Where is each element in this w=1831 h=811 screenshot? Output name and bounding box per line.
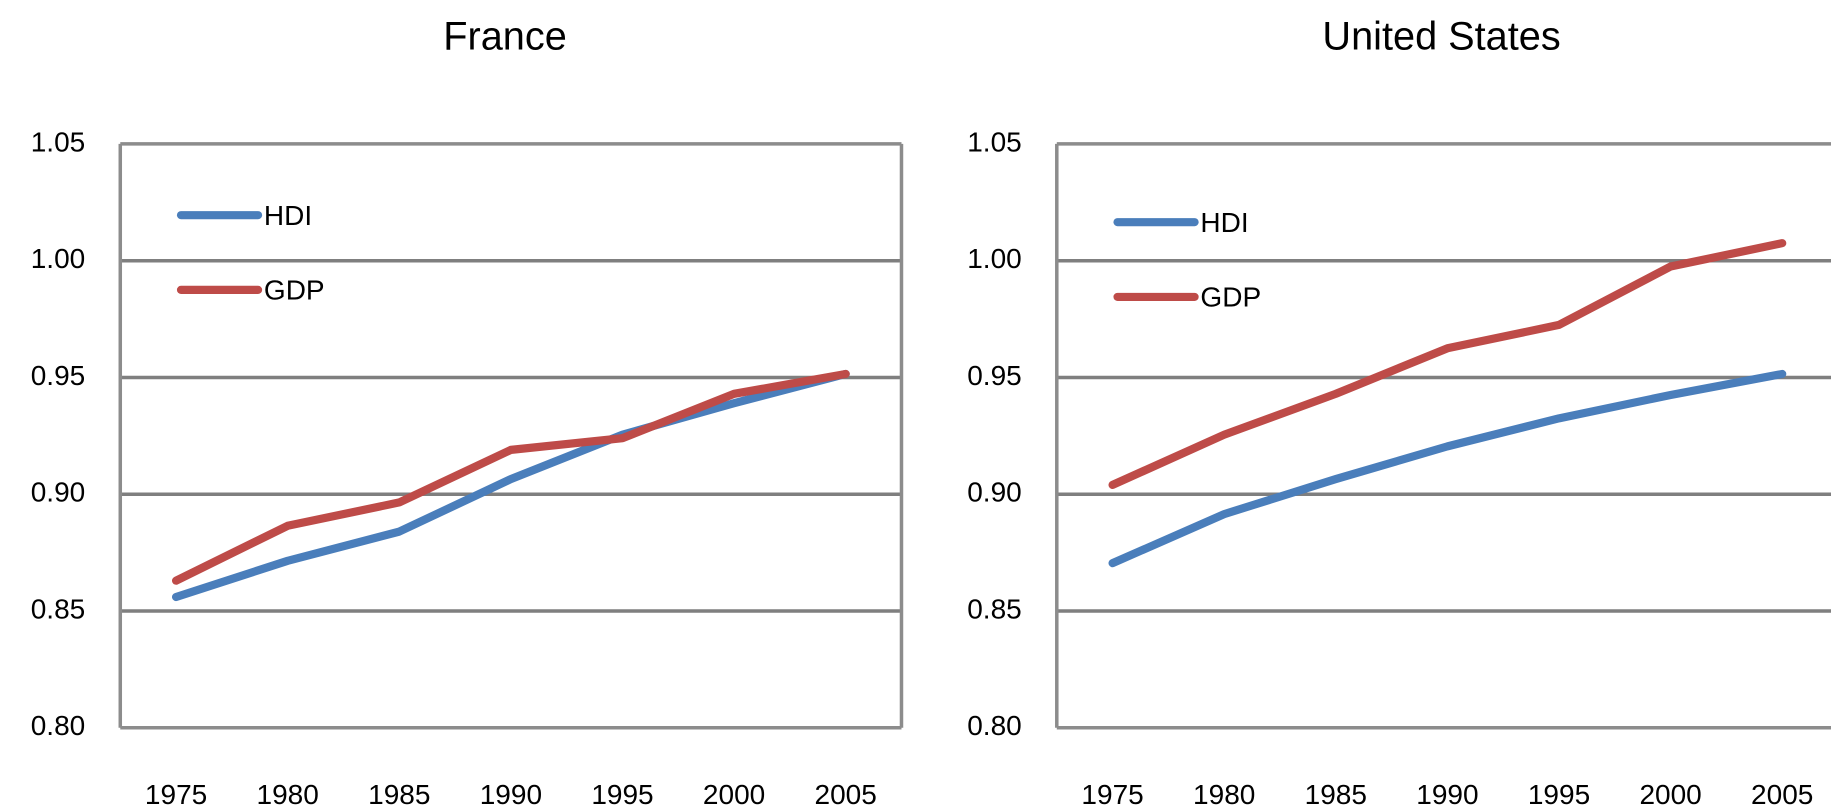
y-tick-label: 1.05 (31, 126, 86, 157)
y-tick-label: 1.00 (967, 243, 1022, 274)
x-tick-label: 2005 (815, 779, 877, 810)
series-line (1108, 239, 1787, 489)
legend-label: HDI (1200, 207, 1248, 238)
x-tick-label: 1990 (480, 779, 542, 810)
x-tick-label: 1985 (368, 779, 430, 810)
x-tick-label: 1990 (1416, 779, 1478, 810)
y-tick-label: 1.05 (967, 126, 1022, 157)
y-tick-label: 0.90 (967, 477, 1022, 508)
y-tick-label: 0.85 (967, 593, 1022, 624)
x-tick-label: 1975 (145, 779, 207, 810)
chart-title: France (443, 14, 567, 58)
legend-label: GDP (264, 275, 325, 306)
x-tick-label: 2000 (1639, 779, 1701, 810)
y-tick-label: 1.00 (31, 243, 86, 274)
x-tick-label: 1995 (591, 779, 653, 810)
y-tick-label: 0.80 (31, 710, 86, 741)
legend-label: GDP (1200, 282, 1261, 313)
y-tick-label: 0.80 (967, 710, 1022, 741)
chart-title: United States (1322, 14, 1560, 58)
x-tick-label: 1995 (1528, 779, 1590, 810)
legend-label: HDI (264, 200, 312, 231)
series-line (171, 369, 850, 585)
y-tick-label: 0.90 (31, 477, 86, 508)
x-tick-label: 1980 (257, 779, 319, 810)
y-tick-label: 0.95 (967, 360, 1022, 391)
y-tick-label: 0.85 (31, 593, 86, 624)
y-tick-label: 0.95 (31, 360, 86, 391)
x-tick-label: 1980 (1193, 779, 1255, 810)
series-line (1108, 369, 1787, 568)
series-line (171, 369, 850, 602)
x-tick-label: 1985 (1305, 779, 1367, 810)
x-tick-label: 2000 (703, 779, 765, 810)
x-tick-label: 2005 (1751, 779, 1813, 810)
x-tick-label: 1975 (1081, 779, 1143, 810)
